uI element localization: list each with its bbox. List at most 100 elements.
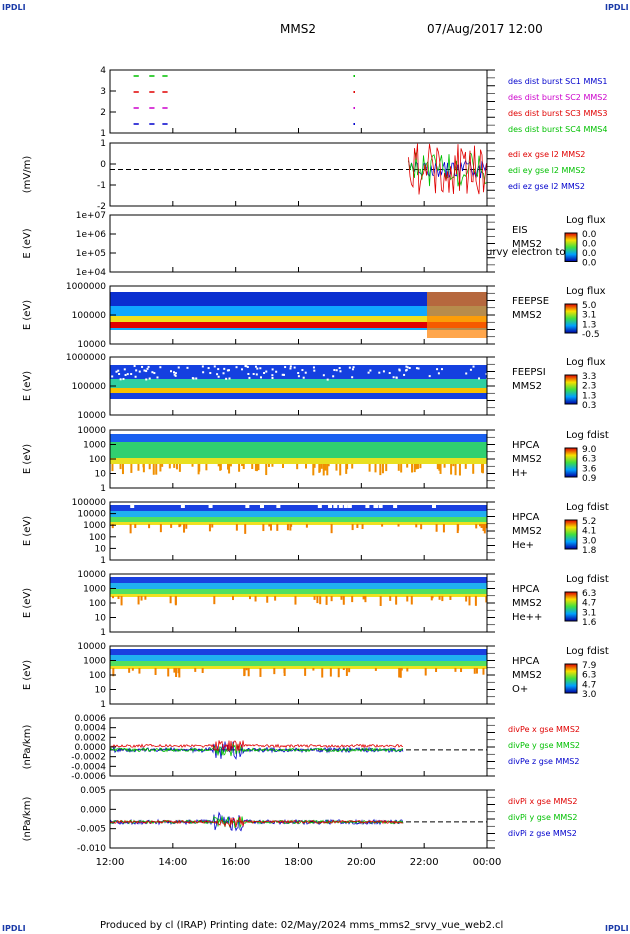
hpca_h-colorbar-tick: 0.9: [582, 474, 597, 484]
y-tick-label: 10: [95, 686, 107, 696]
hpca-h-low-energy: [178, 464, 181, 472]
hpca_o-speckle: [406, 668, 409, 672]
feepsi-gap: [392, 376, 395, 379]
hpca_he-speckle: [159, 524, 162, 533]
feepsi-gap: [227, 369, 230, 372]
hpca_he-speckle: [479, 524, 482, 527]
corner-label-bottom-left: IPDLI: [2, 924, 26, 933]
hpca_o-side-label: MMS2: [512, 670, 542, 681]
x-tick-label: 14:00: [158, 857, 187, 868]
y-tick-label: 100000: [72, 382, 107, 392]
hpca_he-speckle: [457, 524, 460, 531]
y-tick-label: 100: [89, 533, 106, 543]
feepse-spectrogram: [110, 292, 487, 338]
feepsi-gap: [117, 369, 120, 372]
feepsi-gap: [395, 376, 398, 379]
y-tick-label: 10: [95, 614, 107, 624]
y-tick-label: 0.0000: [75, 743, 107, 753]
panel-hpca_hepp: 10000 1000 100 10 1 E (eV) HPCA MMS2 He++ Log fdi…: [22, 570, 609, 638]
hpca-h-low-energy: [219, 464, 222, 471]
hpca_o-band-cyan: [110, 655, 487, 661]
hpca_o-speckle: [374, 668, 377, 671]
feepse-colorbar-tick: 1.3: [582, 320, 596, 330]
hpca_hepp-speckle: [319, 596, 322, 605]
hpca_o-colorbar-title: Log fdist: [566, 646, 609, 657]
hpca_he-speckle: [483, 524, 486, 534]
feepsi-gap: [216, 373, 219, 376]
feepsi-gap: [207, 367, 210, 370]
hpca-h-low-energy: [251, 464, 254, 469]
hpca-he-gap: [333, 504, 338, 508]
hpca_hepp-speckle: [112, 596, 115, 599]
y-tick-label: 10000: [77, 570, 106, 580]
feepsi-gap: [403, 373, 406, 376]
hpca-h-low-energy: [374, 464, 377, 473]
feepsi-gap: [111, 375, 114, 378]
hpca_he-speckle: [397, 524, 400, 527]
feepsi-gap: [428, 375, 431, 378]
hpca_hepp-band-green: [110, 589, 487, 594]
hpca-he-gap: [343, 504, 348, 508]
hpca_hepp-speckle: [248, 596, 251, 600]
feepsi-gap: [478, 377, 481, 380]
hpca-h-low-energy: [121, 464, 124, 475]
feepsi-gap: [143, 369, 146, 372]
feepsi-ylabel: E (eV): [22, 371, 33, 401]
feepsi-gap: [302, 376, 305, 379]
divpi-y-axis: 0.005 0.000 -0.005 -0.010: [77, 786, 116, 854]
hpca_o-band-green: [110, 661, 487, 666]
datetime-title: 07/Aug/2017 12:00: [427, 22, 543, 36]
feepsi-side-label: FEEPSI: [512, 367, 546, 378]
y-tick-label: -0.0004: [71, 762, 106, 772]
feepsi-gap: [222, 372, 225, 375]
hpca_hepp-speckle: [294, 596, 297, 605]
feepsi-gap: [151, 371, 154, 374]
feepsi-gap: [351, 368, 354, 371]
hpca-h-low-energy: [385, 464, 388, 472]
feepsi-gap: [174, 374, 177, 377]
hpca-h-low-energy: [339, 464, 342, 476]
hpca-h-low-energy: [155, 464, 158, 475]
panel-divpi: 0.005 0.000 -0.005 -0.010 (nPa/km) divPi x gs…: [22, 786, 577, 854]
hpca_hepp-colorbar-tick: 1.6: [582, 618, 597, 628]
hpca-h-low-energy: [271, 464, 274, 467]
hpca-h-low-energy: [318, 464, 321, 473]
hpca_hepp-speckle: [140, 596, 143, 601]
feepsi-gap: [304, 371, 307, 374]
feepsi-gap: [209, 372, 212, 375]
hpca-h-low-energy: [458, 464, 461, 476]
divpi-ylabel: (nPa/km): [22, 797, 33, 842]
feepse-ylabel: E (eV): [22, 300, 33, 330]
hpca_o-speckle: [435, 668, 438, 673]
eis-colorbar-tick: 0.0: [582, 259, 597, 269]
feepsi-gap: [135, 369, 138, 372]
y-tick-label: 1: [100, 700, 106, 710]
feepsi-gap: [254, 365, 257, 368]
feepsi-gap: [405, 365, 408, 368]
hpca_he-side-label: HPCA: [512, 512, 540, 523]
hpca_hepp-speckle: [144, 596, 147, 600]
feepsi-gap: [259, 367, 262, 370]
y-tick-label: 1000: [83, 657, 106, 667]
hpca-h-low-energy: [228, 464, 231, 474]
panel-hpca_h: 10000 1000 100 10 1 E (eV) HPCA MMS2 H+ Log fdist…: [22, 426, 609, 494]
hpca_o-colorbar: [564, 663, 578, 694]
feepsi-gap: [247, 372, 250, 375]
hpca-h-low-energy: [111, 464, 114, 472]
feepsi-gap: [367, 371, 370, 374]
feepsi-gap: [225, 377, 228, 380]
hpca_he-colorbar-tick: 1.8: [582, 546, 597, 556]
hpca-h-low-energy: [312, 464, 315, 476]
feepsi-gap: [313, 369, 316, 372]
y-tick-label: -0.010: [77, 844, 106, 854]
hpca-h-low-energy: [161, 464, 164, 467]
feepse-colorbar-tick: 5.0: [582, 301, 597, 311]
y-tick-label: 0: [100, 160, 106, 170]
feepsi-y-axis: 1000000 100000 10000: [66, 353, 116, 421]
feepsi-gap: [133, 365, 136, 368]
hpca-h-low-energy: [397, 464, 400, 471]
feepse-colorbar-tick: -0.5: [582, 330, 600, 340]
hpca_he-speckle: [305, 524, 308, 528]
y-tick-label: 1000000: [66, 353, 106, 363]
